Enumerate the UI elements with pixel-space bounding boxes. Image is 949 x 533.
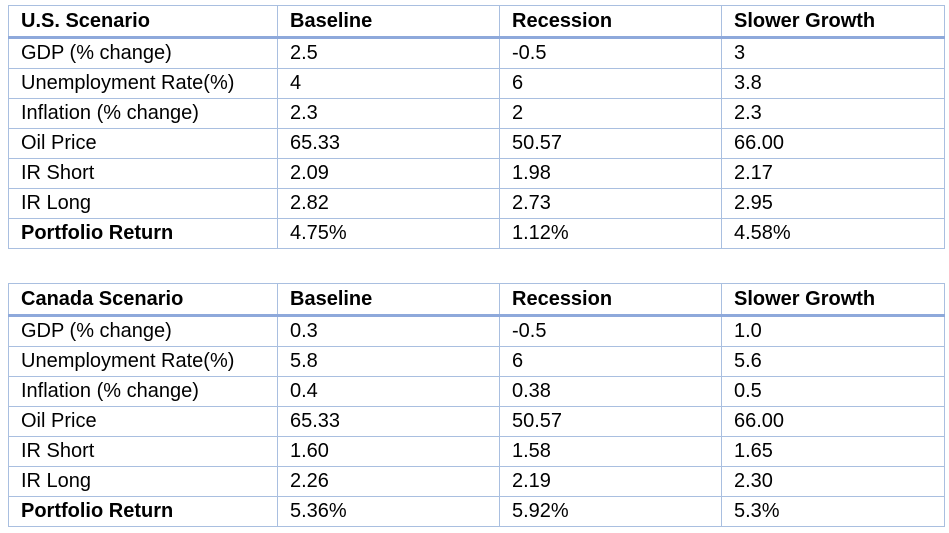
recession-header: Recession bbox=[499, 5, 722, 39]
baseline-value: 5.8 bbox=[277, 346, 500, 377]
slower-growth-value: 66.00 bbox=[721, 128, 945, 159]
slower-growth-value: 2.3 bbox=[721, 98, 945, 129]
recession-value: 1.98 bbox=[499, 158, 722, 189]
recession-value: 2.19 bbox=[499, 466, 722, 497]
row-label: GDP (% change) bbox=[8, 315, 278, 347]
recession-value: 0.38 bbox=[499, 376, 722, 407]
slower-growth-value: 5.3% bbox=[721, 496, 945, 527]
recession-value: 6 bbox=[499, 68, 722, 99]
table-row: GDP (% change) 0.3 -0.5 1.0 bbox=[8, 315, 945, 347]
baseline-value: 0.4 bbox=[277, 376, 500, 407]
table-row: IR Long 2.26 2.19 2.30 bbox=[8, 466, 945, 497]
baseline-value: 65.33 bbox=[277, 128, 500, 159]
slower-growth-value: 1.0 bbox=[721, 315, 945, 347]
portfolio-return-row: Portfolio Return 4.75% 1.12% 4.58% bbox=[8, 218, 945, 249]
row-label: Oil Price bbox=[8, 128, 278, 159]
row-label: Unemployment Rate(%) bbox=[8, 346, 278, 377]
row-label: IR Short bbox=[8, 158, 278, 189]
table-header-row: Canada Scenario Baseline Recession Slowe… bbox=[8, 283, 945, 317]
baseline-header: Baseline bbox=[277, 5, 500, 39]
table-row: GDP (% change) 2.5 -0.5 3 bbox=[8, 37, 945, 69]
row-label: IR Long bbox=[8, 466, 278, 497]
row-label: Oil Price bbox=[8, 406, 278, 437]
recession-value: 6 bbox=[499, 346, 722, 377]
baseline-value: 0.3 bbox=[277, 315, 500, 347]
recession-value: -0.5 bbox=[499, 37, 722, 69]
slower-growth-header: Slower Growth bbox=[721, 283, 945, 317]
baseline-value: 4.75% bbox=[277, 218, 500, 249]
recession-value: 1.12% bbox=[499, 218, 722, 249]
slower-growth-value: 4.58% bbox=[721, 218, 945, 249]
slower-growth-value: 66.00 bbox=[721, 406, 945, 437]
recession-header: Recession bbox=[499, 283, 722, 317]
slower-growth-value: 5.6 bbox=[721, 346, 945, 377]
portfolio-return-row: Portfolio Return 5.36% 5.92% 5.3% bbox=[8, 496, 945, 527]
slower-growth-value: 1.65 bbox=[721, 436, 945, 467]
recession-value: -0.5 bbox=[499, 315, 722, 347]
recession-value: 2 bbox=[499, 98, 722, 129]
recession-value: 2.73 bbox=[499, 188, 722, 219]
recession-value: 50.57 bbox=[499, 128, 722, 159]
canada-scenario-table: Canada Scenario Baseline Recession Slowe… bbox=[8, 283, 945, 527]
row-label: Portfolio Return bbox=[8, 218, 278, 249]
baseline-value: 2.3 bbox=[277, 98, 500, 129]
table-row: Inflation (% change) 0.4 0.38 0.5 bbox=[8, 376, 945, 407]
slower-growth-value: 3.8 bbox=[721, 68, 945, 99]
row-label: Portfolio Return bbox=[8, 496, 278, 527]
row-label: IR Long bbox=[8, 188, 278, 219]
baseline-value: 1.60 bbox=[277, 436, 500, 467]
baseline-value: 4 bbox=[277, 68, 500, 99]
baseline-value: 2.82 bbox=[277, 188, 500, 219]
slower-growth-header: Slower Growth bbox=[721, 5, 945, 39]
slower-growth-value: 2.30 bbox=[721, 466, 945, 497]
scenario-title-header: U.S. Scenario bbox=[8, 5, 278, 39]
recession-value: 50.57 bbox=[499, 406, 722, 437]
recession-value: 5.92% bbox=[499, 496, 722, 527]
table-row: Unemployment Rate(%) 4 6 3.8 bbox=[8, 68, 945, 99]
us-scenario-table: U.S. Scenario Baseline Recession Slower … bbox=[8, 5, 945, 249]
baseline-value: 2.09 bbox=[277, 158, 500, 189]
baseline-value: 2.5 bbox=[277, 37, 500, 69]
table-row: Unemployment Rate(%) 5.8 6 5.6 bbox=[8, 346, 945, 377]
slower-growth-value: 0.5 bbox=[721, 376, 945, 407]
baseline-value: 65.33 bbox=[277, 406, 500, 437]
table-row: Oil Price 65.33 50.57 66.00 bbox=[8, 128, 945, 159]
baseline-header: Baseline bbox=[277, 283, 500, 317]
row-label: Inflation (% change) bbox=[8, 376, 278, 407]
table-row: Oil Price 65.33 50.57 66.00 bbox=[8, 406, 945, 437]
slower-growth-value: 3 bbox=[721, 37, 945, 69]
table-row: IR Long 2.82 2.73 2.95 bbox=[8, 188, 945, 219]
table-header-row: U.S. Scenario Baseline Recession Slower … bbox=[8, 5, 945, 39]
row-label: Inflation (% change) bbox=[8, 98, 278, 129]
row-label: GDP (% change) bbox=[8, 37, 278, 69]
slower-growth-value: 2.17 bbox=[721, 158, 945, 189]
table-row: IR Short 2.09 1.98 2.17 bbox=[8, 158, 945, 189]
baseline-value: 2.26 bbox=[277, 466, 500, 497]
scenario-title-header: Canada Scenario bbox=[8, 283, 278, 317]
baseline-value: 5.36% bbox=[277, 496, 500, 527]
table-row: IR Short 1.60 1.58 1.65 bbox=[8, 436, 945, 467]
row-label: Unemployment Rate(%) bbox=[8, 68, 278, 99]
row-label: IR Short bbox=[8, 436, 278, 467]
recession-value: 1.58 bbox=[499, 436, 722, 467]
slower-growth-value: 2.95 bbox=[721, 188, 945, 219]
table-row: Inflation (% change) 2.3 2 2.3 bbox=[8, 98, 945, 129]
